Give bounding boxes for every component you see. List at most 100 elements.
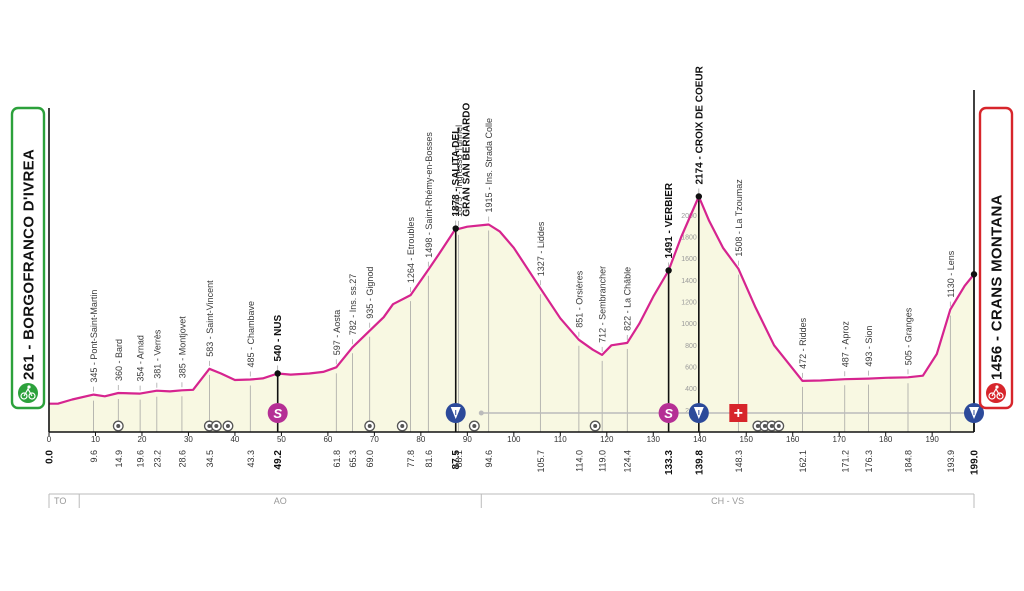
altitude-tick-1000: 1000 [681, 321, 697, 328]
profile-fill [49, 196, 974, 432]
x-tick-label-160: 160 [786, 435, 800, 444]
waypoint-0-label: 345 - Pont-Saint-Martin [89, 290, 99, 383]
x-axis: 0 10 20 30 40 50 60 70 80 90 100 110 120 130 140 150 160… [47, 90, 975, 444]
finish-label: 1456 - CRANS MONTANA [978, 106, 1014, 410]
waypoint-16-label: 1327 - Liddes [536, 221, 546, 276]
start-label-frame [10, 106, 46, 410]
x-tick-label-50: 50 [277, 435, 286, 444]
waypoint-11-km: 77.8 [406, 450, 416, 468]
start-label-rider-head [27, 385, 31, 389]
waypoint-17-label: 851 - Orsières [574, 270, 584, 328]
finish-label-frame [978, 106, 1014, 410]
region-label-1: AO [274, 496, 287, 506]
altitude-tick-1800: 1800 [681, 235, 697, 242]
finish-label-text: 1456 - CRANS MONTANA [989, 194, 1006, 380]
waypoint-14-label: 1875 - Ingresso Tunnel [454, 125, 464, 217]
waypoint-6-km: 43.3 [246, 450, 256, 468]
waypoint-24-label: 487 - Aproz [840, 321, 850, 368]
waypoint-26-label: 505 - Granges [904, 307, 914, 365]
service-marker-core-5 [367, 424, 372, 428]
waypoint-16-km: 105.7 [536, 450, 546, 473]
start-label: 261 - BORGOFRANCO D'IVREA [10, 106, 46, 410]
x-tick-label-110: 110 [554, 435, 567, 444]
region-label-2: CH - VS [711, 496, 744, 506]
key-point-dot-3 [695, 193, 703, 200]
service-marker-core-14 [762, 424, 767, 428]
x-tick-label-150: 150 [740, 435, 754, 444]
key-point-dot-2 [665, 267, 672, 274]
waypoint-23-km: 162.1 [798, 450, 808, 473]
x-tick-label-30: 30 [184, 435, 193, 444]
service-marker-core-8 [472, 424, 477, 428]
altitude-tick-1400: 1400 [681, 278, 697, 285]
key-point-dot-0 [274, 370, 281, 377]
waypoint-0-km: 9.6 [89, 450, 99, 463]
waypoint-18-km: 119.0 [598, 450, 608, 472]
waypoint-4-km: 28.6 [177, 450, 187, 468]
waypoint-3-label: 381 - Verrès [152, 329, 162, 379]
x-tick-label-180: 180 [879, 435, 893, 444]
waypoint-25-km: 176.3 [864, 450, 874, 473]
x-tick-label-140: 140 [693, 435, 707, 444]
x-tick-label-20: 20 [138, 435, 147, 444]
service-marker-core-0 [116, 424, 121, 428]
service-marker-core-3 [225, 424, 230, 428]
waypoint-27-label: 1130 - Lens [946, 250, 956, 297]
service-marker-core-13 [755, 424, 760, 428]
waypoint-1-km: 14.9 [114, 450, 124, 468]
x-tick-label-60: 60 [323, 435, 332, 444]
finish-label-wheel-a [988, 392, 996, 400]
waypoint-5-label: 583 - Saint-Vincent [205, 280, 215, 357]
x-tick-label-0: 0 [47, 435, 52, 444]
waypoint-2-km: 19.6 [136, 450, 146, 468]
region-label-0: TO [54, 496, 66, 506]
waypoint-9-km: 65.3 [348, 450, 358, 468]
altitude-tick-800: 800 [685, 343, 697, 350]
waypoint-km-labels: 9.6 14.9 19.6 23.2 28.6 34.5 43.3 49.2 61.8 65.3 6… [45, 450, 981, 475]
waypoint-8-label: 597 - Aosta [332, 310, 342, 356]
x-tick-label-70: 70 [370, 435, 379, 444]
start-label-wheel-a [20, 392, 28, 400]
finish-label-cyclist-icon [986, 383, 1006, 403]
waypoint-15-label: 1915 - Ins. Strada Colle [484, 118, 494, 213]
altitude-tick-1200: 1200 [681, 300, 697, 307]
start-label-text: 261 - BORGOFRANCO D'IVREA [21, 149, 38, 380]
x-tick-label-80: 80 [416, 435, 425, 444]
waypoint-26-km: 184.8 [904, 450, 914, 473]
waypoint-24-km: 171.2 [840, 450, 850, 473]
tunnel-start-dot [478, 410, 484, 416]
waypoint-labels: 345 - Pont-Saint-Martin 360 - Bard 354 - A… [89, 65, 956, 382]
waypoint-13-km: 87.5 [451, 450, 462, 470]
gpm-badge-icon-11 [693, 407, 704, 419]
waypoint-6-label: 485 - Chambave [246, 301, 256, 368]
sprint-badge-10 [658, 403, 679, 423]
waypoint-12-km: 81.6 [424, 450, 434, 468]
waypoint-13-label: 1878 - SALITA DEL [451, 128, 462, 217]
food-zone-badge-12 [729, 404, 748, 422]
sprint-badge-text-4: S [273, 406, 282, 421]
x-tick-label-130: 130 [647, 435, 661, 444]
altitude-tick-1600: 1600 [681, 256, 697, 263]
waypoint-9-label: 782 - Ins. ss.27 [348, 274, 358, 336]
gpm-badge-icon-17 [969, 407, 979, 419]
altitude-tick-400: 400 [685, 386, 697, 393]
waypoint-1-label: 360 - Bard [114, 339, 124, 381]
waypoint-21-km: 139.8 [694, 450, 705, 475]
waypoint-11-label: 1264 - Etroubles [406, 217, 416, 284]
waypoint-19-km: 124.4 [623, 450, 633, 473]
endpoint-labels: 261 - BORGOFRANCO D'IVREA 1456 - CRANS MO… [10, 106, 1014, 410]
service-marker-core-2 [214, 424, 219, 428]
waypoint-8-km: 61.8 [332, 450, 342, 468]
sprint-badge-text-10: S [664, 406, 673, 421]
waypoint-25-label: 493 - Sion [864, 326, 874, 367]
waypoint-7-label: 540 - NUS [273, 314, 284, 361]
altitude-tick-600: 600 [685, 365, 697, 372]
waypoint-4-label: 385 - Montjovet [177, 316, 187, 379]
waypoint-3-km: 23.2 [152, 450, 162, 468]
waypoint-22-label: 1508 - La Tzoumaz [734, 179, 744, 257]
gpm-badge-icon-7 [450, 407, 461, 419]
waypoint-5-km: 34.5 [205, 450, 215, 468]
x-tick-label-40: 40 [230, 435, 239, 444]
key-point-dot-1 [452, 225, 459, 232]
